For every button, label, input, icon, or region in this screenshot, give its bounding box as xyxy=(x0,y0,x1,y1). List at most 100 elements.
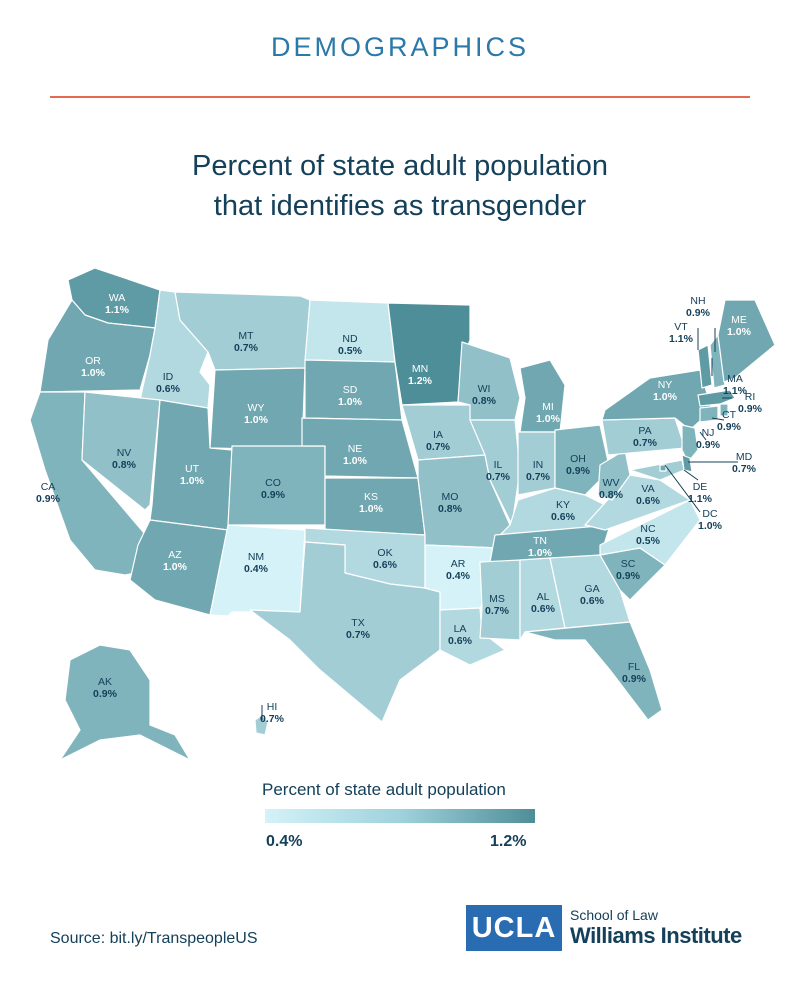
state-value-wv: 0.8% xyxy=(599,489,624,501)
legend-title: Percent of state adult population xyxy=(262,780,506,799)
state-value-hi: 0.7% xyxy=(260,713,285,725)
state-value-ny: 1.0% xyxy=(653,391,678,403)
state-label-tx: TX xyxy=(351,617,364,629)
state-value-oh: 0.9% xyxy=(566,465,591,477)
state-value-vt: 1.1% xyxy=(669,333,694,345)
state-value-al: 0.6% xyxy=(531,603,556,615)
state-label-dc: DC xyxy=(702,508,718,520)
state-ri xyxy=(719,403,729,417)
state-value-mn: 1.2% xyxy=(408,375,433,387)
state-value-wa: 1.1% xyxy=(105,304,130,316)
state-label-ne: NE xyxy=(348,443,363,455)
state-value-or: 1.0% xyxy=(81,367,106,379)
state-label-oh: OH xyxy=(570,453,586,465)
state-value-tn: 1.0% xyxy=(528,547,553,559)
state-label-wy: WY xyxy=(248,402,265,414)
state-value-ky: 0.6% xyxy=(551,511,576,523)
state-label-ky: KY xyxy=(556,499,570,511)
state-value-pa: 0.7% xyxy=(633,437,658,449)
state-label-va: VA xyxy=(641,483,654,495)
state-value-nj: 0.9% xyxy=(696,439,721,451)
state-label-il: IL xyxy=(494,459,503,471)
state-label-wv: WV xyxy=(603,477,620,489)
state-label-ct: CT xyxy=(722,409,737,421)
state-label-al: AL xyxy=(537,591,550,603)
state-label-ca: CA xyxy=(41,481,56,493)
state-label-ri: RI xyxy=(745,391,756,403)
state-fl xyxy=(524,621,663,721)
state-label-ok: OK xyxy=(377,547,392,559)
us-choropleth-map: WA1.1%OR1.0%CA0.9%ID0.6%NV0.8%MT0.7%WY1.… xyxy=(29,267,776,761)
state-value-ia: 0.7% xyxy=(426,441,451,453)
source-citation: Source: bit.ly/TranspeopleUS xyxy=(50,930,258,947)
legend-min-label: 0.4% xyxy=(266,833,303,850)
state-label-ms: MS xyxy=(489,593,505,605)
state-ma xyxy=(697,389,736,407)
state-la xyxy=(439,607,506,666)
state-value-az: 1.0% xyxy=(163,561,188,573)
state-ak xyxy=(59,644,191,761)
state-value-sd: 1.0% xyxy=(338,396,363,408)
state-label-ma: MA xyxy=(727,373,743,385)
legend-color-scale xyxy=(265,809,535,823)
state-value-me: 1.0% xyxy=(727,326,752,338)
logo-institute-text: Williams Institute xyxy=(570,923,742,948)
state-ne xyxy=(301,417,419,479)
state-label-nd: ND xyxy=(342,333,358,345)
ucla-wordmark: UCLA xyxy=(466,905,562,951)
state-ms xyxy=(479,559,521,641)
state-value-id: 0.6% xyxy=(156,383,181,395)
state-value-ne: 1.0% xyxy=(343,455,368,467)
state-value-fl: 0.9% xyxy=(622,673,647,685)
state-label-ny: NY xyxy=(658,379,673,391)
state-value-il: 0.7% xyxy=(486,471,511,483)
state-value-mt: 0.7% xyxy=(234,342,259,354)
state-label-ia: IA xyxy=(433,429,443,441)
state-value-ar: 0.4% xyxy=(446,570,471,582)
state-value-mo: 0.8% xyxy=(438,503,463,515)
state-label-de: DE xyxy=(693,481,708,493)
state-label-sc: SC xyxy=(621,558,636,570)
logo-school-text: School of Law xyxy=(570,907,658,923)
state-value-tx: 0.7% xyxy=(346,629,371,641)
state-label-nv: NV xyxy=(117,447,132,459)
state-label-in: IN xyxy=(533,459,544,471)
state-label-ut: UT xyxy=(185,463,200,475)
state-label-id: ID xyxy=(163,371,174,383)
state-nj xyxy=(681,424,699,463)
state-value-nd: 0.5% xyxy=(338,345,363,357)
state-value-ri: 0.9% xyxy=(738,403,763,415)
state-label-fl: FL xyxy=(628,661,640,673)
state-value-co: 0.9% xyxy=(261,489,286,501)
state-value-wi: 0.8% xyxy=(472,395,497,407)
state-label-nh: NH xyxy=(690,295,705,307)
state-label-mt: MT xyxy=(238,330,254,342)
state-label-la: LA xyxy=(454,623,467,635)
state-label-ga: GA xyxy=(584,583,599,595)
state-nv xyxy=(81,391,161,511)
map-title-line-1: Percent of state adult population xyxy=(192,150,608,182)
map-title: Percent of state adult population that i… xyxy=(0,146,800,226)
state-label-tn: TN xyxy=(533,535,547,547)
state-value-in: 0.7% xyxy=(526,471,551,483)
state-value-sc: 0.9% xyxy=(616,570,641,582)
state-oh xyxy=(554,424,611,496)
state-label-or: OR xyxy=(85,355,101,367)
header-divider xyxy=(50,96,750,98)
state-value-la: 0.6% xyxy=(448,635,473,647)
state-value-ca: 0.9% xyxy=(36,493,61,505)
state-value-ct: 0.9% xyxy=(717,421,742,433)
state-value-va: 0.6% xyxy=(636,495,661,507)
state-tx xyxy=(249,541,441,723)
state-label-mn: MN xyxy=(412,363,428,375)
state-label-me: ME xyxy=(731,314,747,326)
state-label-nc: NC xyxy=(640,523,656,535)
state-label-sd: SD xyxy=(343,384,358,396)
state-value-nm: 0.4% xyxy=(244,563,269,575)
map-title-line-2: that identifies as transgender xyxy=(213,190,587,222)
state-value-nv: 0.8% xyxy=(112,459,137,471)
state-label-nj: NJ xyxy=(702,427,715,439)
state-label-mi: MI xyxy=(542,401,554,413)
state-vt xyxy=(697,344,713,389)
state-label-ar: AR xyxy=(451,558,466,570)
